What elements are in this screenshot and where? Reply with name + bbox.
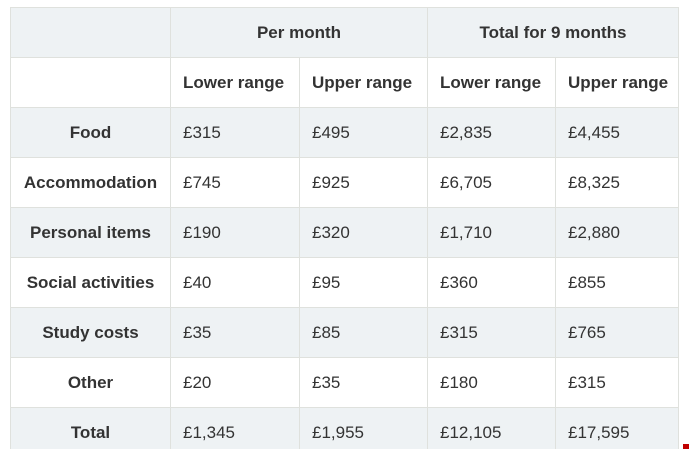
row-header-social-activities: Social activities: [10, 257, 171, 308]
row-header-total: Total: [10, 407, 171, 449]
table-row-accommodation: Accommodation £745 £925 £6,705 £8,325: [10, 157, 680, 208]
cell-value: £360: [427, 257, 556, 308]
table-row-study-costs: Study costs £35 £85 £315 £765: [10, 307, 680, 358]
cell-value: £745: [170, 157, 300, 208]
row-header-personal-items: Personal items: [10, 207, 171, 258]
cell-value: £40: [170, 257, 300, 308]
cell-value: £765: [554, 307, 680, 358]
col-header-total-upper: Upper range: [554, 57, 680, 108]
row-header-study-costs: Study costs: [10, 307, 171, 358]
cell-value: £85: [299, 307, 428, 358]
corner-cell-sub: [10, 57, 171, 108]
cell-value: £1,955: [299, 407, 428, 449]
cell-value: £190: [170, 207, 300, 258]
cell-value: £925: [299, 157, 428, 208]
cell-value: £35: [299, 357, 428, 408]
cell-value: £4,455: [554, 107, 680, 158]
cell-value: £1,710: [427, 207, 556, 258]
table-row-personal-items: Personal items £190 £320 £1,710 £2,880: [10, 207, 680, 258]
col-header-month-upper: Upper range: [299, 57, 428, 108]
corner-cell-top: [10, 7, 171, 58]
cell-value: £315: [427, 307, 556, 358]
cell-value: £8,325: [554, 157, 680, 208]
table-row-social-activities: Social activities £40 £95 £360 £855: [10, 257, 680, 308]
cell-value: £180: [427, 357, 556, 408]
table-row-total: Total £1,345 £1,955 £12,105 £17,595: [10, 407, 680, 449]
row-header-accommodation: Accommodation: [10, 157, 171, 208]
cell-value: £12,105: [427, 407, 556, 449]
table-row-food: Food £315 £495 £2,835 £4,455: [10, 107, 680, 158]
cell-value: £855: [554, 257, 680, 308]
cell-value: £35: [170, 307, 300, 358]
cell-value: £320: [299, 207, 428, 258]
red-artifact: [683, 444, 689, 449]
student-costs-table: Per month Total for 9 months Lower range…: [10, 7, 680, 449]
cell-value: £315: [554, 357, 680, 408]
cell-value: £1,345: [170, 407, 300, 449]
row-header-other: Other: [10, 357, 171, 408]
group-header-total-9-months: Total for 9 months: [426, 7, 680, 58]
table-row-other: Other £20 £35 £180 £315: [10, 357, 680, 408]
col-header-total-lower: Lower range: [427, 57, 556, 108]
group-header-row: Per month Total for 9 months: [10, 7, 680, 58]
cell-value: £17,595: [554, 407, 680, 449]
cell-value: £6,705: [427, 157, 556, 208]
cell-value: £2,835: [427, 107, 556, 158]
cell-value: £95: [299, 257, 428, 308]
row-header-food: Food: [10, 107, 171, 158]
cell-value: £2,880: [554, 207, 680, 258]
cell-value: £495: [299, 107, 428, 158]
cell-value: £20: [170, 357, 300, 408]
group-header-per-month: Per month: [170, 7, 428, 58]
cell-value: £315: [170, 107, 300, 158]
col-header-month-lower: Lower range: [170, 57, 300, 108]
sub-header-row: Lower range Upper range Lower range Uppe…: [10, 57, 680, 108]
